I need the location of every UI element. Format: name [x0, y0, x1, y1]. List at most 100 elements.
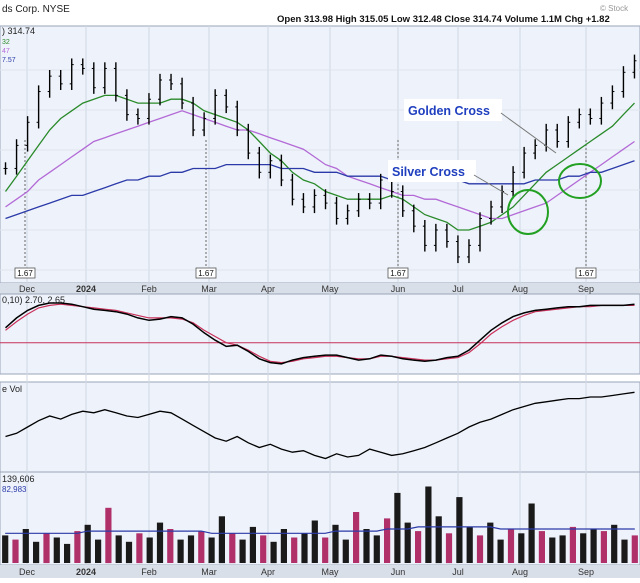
axis-tick-label-bottom: Dec [19, 567, 36, 577]
volume-bar [301, 533, 308, 564]
volume-bar [156, 522, 164, 563]
volume-bar [507, 529, 515, 563]
volume-bar [187, 535, 195, 563]
volume-bar [487, 522, 494, 563]
volume-series [2, 486, 638, 564]
volume-legend: 139,606 [2, 474, 35, 484]
volume-bar [33, 541, 40, 564]
event-marker-label: 1.67 [17, 269, 33, 278]
axis-tick-label: 2024 [76, 284, 96, 294]
golden-cross-pointer [500, 112, 557, 154]
volume-bar [177, 539, 184, 563]
event-markers: 1.67 1.67 1.67 1.67 [14, 140, 597, 279]
volume-bar [291, 537, 298, 563]
volume-bar [84, 524, 91, 564]
volume-ma-line [5, 526, 635, 534]
volume-ma-legend: 82,983 [2, 485, 27, 494]
event-marker-box [14, 267, 36, 279]
volume-bar [229, 533, 236, 564]
obv-series [5, 391, 635, 460]
silver-cross-circle [507, 189, 549, 235]
event-marker-box [575, 267, 597, 279]
ppo-panel [0, 293, 640, 375]
volume-bar [466, 526, 473, 563]
obv-panel [0, 381, 640, 473]
volume-bar [600, 531, 607, 563]
volume-bar [74, 531, 81, 563]
volume-bar [95, 539, 102, 563]
ppo-series [0, 302, 640, 365]
volume-bar [22, 529, 29, 563]
axis-tick-label-bottom: Feb [141, 567, 157, 577]
axis-tick-label: Jun [391, 284, 406, 294]
volume-bar [311, 520, 318, 563]
volume-bar [270, 541, 277, 564]
ppo-signal-line [5, 303, 635, 364]
volume-bar [528, 503, 535, 563]
stock-title: ds Corp. NYSE [2, 4, 70, 15]
volume-bar [249, 526, 256, 563]
golden-cross-label: Golden Cross [408, 104, 490, 118]
event-marker-box [195, 267, 217, 279]
volume-bar [322, 537, 329, 563]
volume-bar [621, 539, 628, 563]
volume-bar [208, 537, 215, 563]
ppo-line [5, 302, 635, 365]
volume-bar [497, 539, 504, 563]
axis-tick-label-bottom: Aug [512, 567, 528, 577]
golden-cross-circle [558, 163, 602, 199]
volume-bar [239, 539, 246, 563]
ma-fast-legend: 32 [2, 39, 10, 46]
volume-bar [538, 531, 545, 563]
volume-bar [363, 529, 370, 563]
volume-bar [280, 529, 287, 563]
volume-bar [342, 539, 349, 563]
volume-bar [146, 537, 153, 563]
axis-tick-label: Feb [141, 284, 157, 294]
volume-bar [384, 518, 391, 563]
axis-tick-label-bottom: 2024 [76, 567, 96, 577]
volume-bar [136, 533, 143, 564]
volume-bar [580, 533, 587, 564]
volume-bar [394, 492, 401, 563]
ma-mid-legend: 47 [2, 48, 10, 55]
volume-bar [332, 524, 339, 564]
volume-bar [64, 543, 71, 563]
volume-bar [549, 537, 556, 563]
price-legend: ) 314.74 [2, 26, 35, 36]
volume-bar [404, 522, 411, 563]
volume-bar [435, 516, 442, 564]
axis-tick-label-bottom: Sep [578, 567, 594, 577]
x-axis-labels: Dec Dec 2024 2024 Feb Feb Mar Mar Apr Apr May May Ju… [19, 284, 594, 577]
volume-bar [569, 526, 576, 563]
watermark: © Stock [600, 4, 629, 13]
axis-tick-label-bottom: May [321, 567, 339, 577]
obv-legend: e Vol [2, 384, 22, 394]
volume-bar [260, 535, 267, 563]
axis-tick-label: Jul [452, 284, 464, 294]
event-marker-label: 1.67 [578, 269, 594, 278]
volume-bar [105, 507, 112, 564]
volume-bar [445, 533, 453, 564]
axis-tick-label: Aug [512, 284, 528, 294]
ma-slow-legend: 7.57 [2, 57, 16, 64]
volume-bar [53, 537, 60, 563]
event-marker-label: 1.67 [390, 269, 406, 278]
volume-bar [518, 533, 525, 564]
axis-tick-label-bottom: Jul [452, 567, 464, 577]
volume-bar [198, 531, 205, 563]
volume-bar [167, 529, 174, 563]
silver-cross-label-box [388, 160, 476, 182]
bottom-axis-band [0, 565, 640, 578]
volume-bar [476, 535, 484, 563]
obv-line [5, 391, 635, 460]
volume-bar [373, 535, 380, 563]
volume-bar [125, 541, 133, 564]
axis-band [0, 283, 640, 294]
axis-tick-label-bottom: Apr [261, 567, 275, 577]
axis-tick-label: May [321, 284, 339, 294]
event-marker-label: 1.67 [198, 269, 214, 278]
volume-bar [559, 535, 566, 563]
axis-tick-label: Dec [19, 284, 36, 294]
ma_slow-line [5, 160, 635, 220]
